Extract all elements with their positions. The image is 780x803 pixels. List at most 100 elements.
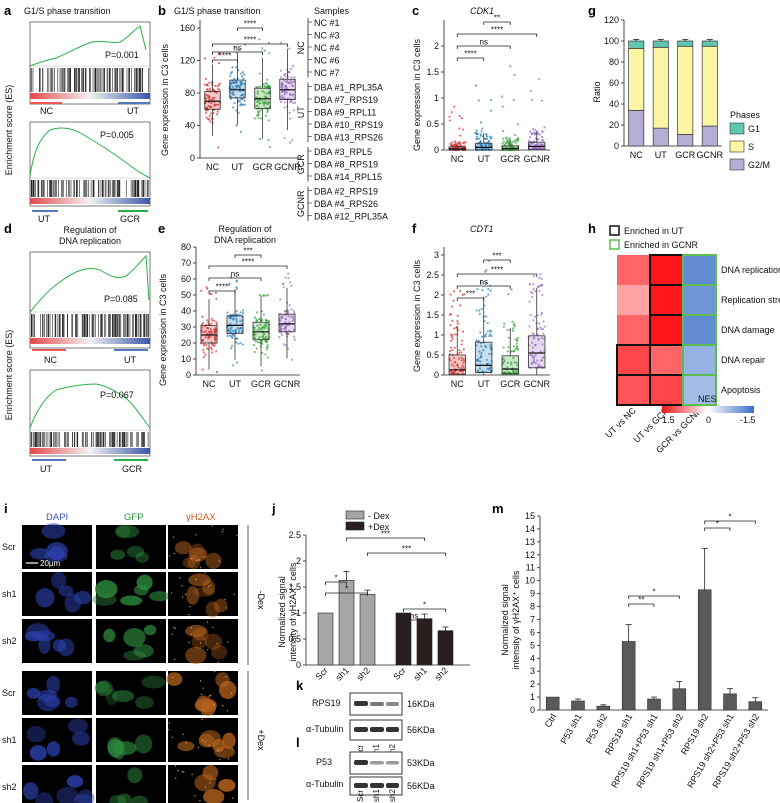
bar-5	[672, 688, 687, 711]
foci	[203, 556, 206, 558]
data-point	[233, 102, 236, 105]
foci	[167, 728, 169, 731]
data-point	[281, 315, 284, 318]
data-point	[536, 333, 539, 336]
y-tick-label: 11	[526, 563, 535, 573]
lane-k-sh1: sh1	[372, 744, 381, 757]
data-point	[254, 333, 257, 336]
data-point	[258, 336, 261, 339]
data-point	[241, 93, 244, 96]
foci	[201, 712, 203, 715]
y-tick-label: 40	[609, 99, 619, 109]
data-point	[287, 315, 290, 318]
data-point	[237, 342, 240, 345]
category-label: GCNR	[524, 379, 551, 389]
data-point	[531, 355, 535, 359]
data-point	[515, 342, 519, 345]
data-point	[205, 344, 208, 347]
micrograph-grid: Scr sh1 sh2 Scr sh1 sh2 20μm	[2, 523, 238, 803]
row-label: sh1	[2, 589, 17, 599]
heat-cell	[682, 284, 717, 316]
data-point	[490, 136, 493, 139]
data-point	[243, 73, 246, 76]
data-point	[461, 330, 465, 333]
data-point	[258, 326, 261, 330]
nucleus	[111, 690, 135, 703]
data-point	[237, 48, 240, 51]
foci	[218, 758, 221, 761]
data-point	[285, 91, 288, 94]
category-label: sh1	[412, 665, 429, 682]
sig-bracket	[704, 527, 731, 531]
data-point	[288, 111, 291, 114]
sig-bracket	[346, 537, 425, 541]
data-point	[236, 326, 240, 330]
lane-l-scr: Scr	[356, 790, 365, 802]
data-point	[479, 360, 482, 363]
bar-G1-GCR	[677, 40, 694, 47]
data-point	[501, 142, 504, 145]
panel-c-title: CDK1	[470, 6, 494, 16]
data-point	[263, 83, 266, 86]
data-point	[461, 364, 464, 367]
data-point	[459, 134, 462, 137]
data-point	[510, 288, 513, 291]
data-point	[474, 84, 478, 87]
data-point	[255, 96, 258, 99]
data-point	[289, 117, 292, 120]
data-point	[291, 81, 294, 84]
data-point	[516, 336, 519, 340]
sample-entry: DBA #10_RPS19	[314, 120, 383, 130]
data-point	[530, 354, 534, 357]
nucleus	[143, 624, 157, 636]
group-label-GCR: GCR	[296, 154, 306, 175]
col-gfp: GFP	[124, 512, 144, 523]
data-point	[209, 87, 212, 90]
row-label: sh1	[2, 735, 17, 745]
y-tick-label: 30	[181, 322, 191, 332]
panel-h-letter: h	[588, 221, 596, 236]
data-point	[507, 346, 510, 349]
data-point	[284, 75, 287, 78]
data-point	[213, 332, 216, 335]
data-point	[252, 343, 256, 347]
sig-label: *	[423, 601, 426, 610]
data-point	[205, 116, 208, 119]
nucleus	[35, 588, 55, 608]
data-point	[213, 339, 217, 342]
data-point	[231, 344, 234, 347]
nucleus	[136, 574, 153, 591]
nucleus	[222, 732, 236, 749]
data-point	[228, 334, 232, 337]
sig-label: ***	[492, 252, 501, 261]
data-point	[261, 351, 264, 355]
data-point	[463, 141, 466, 145]
y-tick-label: 1.5	[288, 582, 301, 592]
data-point	[207, 327, 210, 330]
sample-entry: DBA #8_RPS19	[314, 160, 378, 170]
box-UT	[475, 341, 493, 374]
nucleus	[214, 746, 235, 758]
data-point	[454, 140, 457, 143]
sig-label: ****	[244, 20, 256, 29]
y-tick-label: 80	[185, 88, 195, 98]
y-tick-label: 2.5	[426, 270, 439, 280]
data-point	[449, 324, 452, 327]
data-point	[452, 356, 456, 360]
nucleus	[109, 794, 127, 803]
data-point	[488, 259, 491, 263]
data-point	[463, 359, 466, 362]
data-point	[260, 310, 264, 313]
data-point	[208, 98, 211, 101]
data-point	[480, 352, 483, 355]
data-point	[264, 114, 267, 117]
bar-G2M-NC	[628, 109, 645, 147]
data-point	[513, 361, 516, 364]
panel-c-letter: c	[412, 3, 419, 18]
data-point	[543, 126, 546, 129]
data-point	[265, 322, 268, 325]
data-point	[214, 336, 217, 340]
data-point	[449, 349, 452, 353]
foci	[188, 613, 190, 616]
data-point	[240, 75, 244, 78]
